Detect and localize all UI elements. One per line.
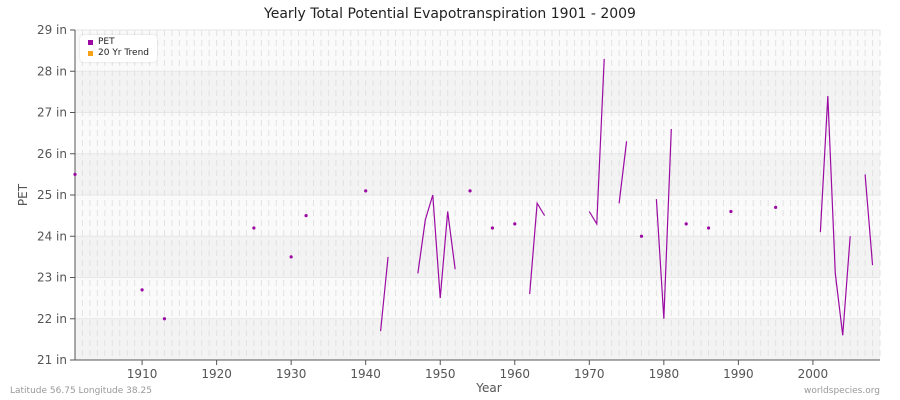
x-tick-label: 1950: [425, 367, 456, 381]
y-tick-label: 29 in: [37, 23, 67, 37]
y-tick-label: 24 in: [37, 229, 67, 243]
x-tick-label: 1910: [127, 367, 158, 381]
data-line-segment: [380, 256, 389, 332]
x-tick-label: 1980: [649, 367, 680, 381]
y-tick-label: 26 in: [37, 147, 67, 161]
data-point: [639, 234, 644, 238]
data-line-segment: [655, 128, 672, 319]
x-tick-label: 1990: [723, 367, 754, 381]
y-tick-label: 23 in: [37, 271, 67, 285]
data-line-segment: [819, 95, 851, 336]
data-point: [162, 317, 167, 321]
data-point: [706, 226, 711, 230]
pet-series: [73, 58, 874, 336]
y-tick-label: 21 in: [37, 353, 67, 367]
x-tick-label: 1960: [499, 367, 530, 381]
data-point: [468, 189, 472, 193]
axes: 21 in 22 in 23 in 24 in 25 in 26 in 27 in 28 in…: [37, 23, 880, 381]
data-line-segment: [417, 194, 456, 299]
data-point: [490, 226, 495, 230]
legend-item-pet: PET: [88, 37, 149, 48]
x-tick-label: 1970: [574, 367, 605, 381]
x-axis-title: Year: [475, 381, 501, 395]
legend-label-pet: PET: [98, 37, 115, 47]
chart-title: Yearly Total Potential Evapotranspiratio…: [264, 6, 636, 22]
legend: PET 20 Yr Trend: [80, 35, 158, 62]
data-point: [729, 209, 733, 214]
horizontal-gridlines: [75, 29, 880, 361]
location-label: Latitude 56.75 Longitude 38.25: [10, 386, 152, 396]
data-point: [73, 172, 77, 176]
x-tick-label: 1940: [350, 367, 381, 381]
data-point: [364, 189, 368, 193]
x-tick-label: 1920: [201, 367, 232, 381]
data-point: [684, 222, 688, 226]
data-point: [140, 288, 144, 292]
data-line-segment: [864, 174, 874, 266]
y-tick-label: 28 in: [37, 64, 67, 78]
data-point: [513, 222, 517, 226]
data-point: [774, 205, 778, 209]
pet-swatch-icon: [88, 40, 93, 45]
legend-item-trend: 20 Yr Trend: [88, 48, 149, 59]
data-line-segment: [588, 58, 605, 226]
data-line-segment: [529, 201, 546, 295]
data-point: [252, 226, 256, 230]
y-tick-label: 22 in: [37, 312, 67, 326]
data-point: [289, 255, 293, 259]
data-point: [304, 214, 308, 218]
y-tick-label: 27 in: [37, 106, 67, 120]
y-tick-label: 25 in: [37, 188, 67, 202]
legend-label-trend: 20 Yr Trend: [98, 48, 150, 58]
trend-swatch-icon: [88, 51, 93, 56]
x-tick-label: 1930: [276, 367, 307, 381]
y-axis-title: PET: [16, 183, 30, 206]
data-line-segment: [618, 141, 628, 204]
source-label: worldspecies.org: [803, 386, 880, 396]
x-tick-label: 2000: [798, 367, 829, 381]
